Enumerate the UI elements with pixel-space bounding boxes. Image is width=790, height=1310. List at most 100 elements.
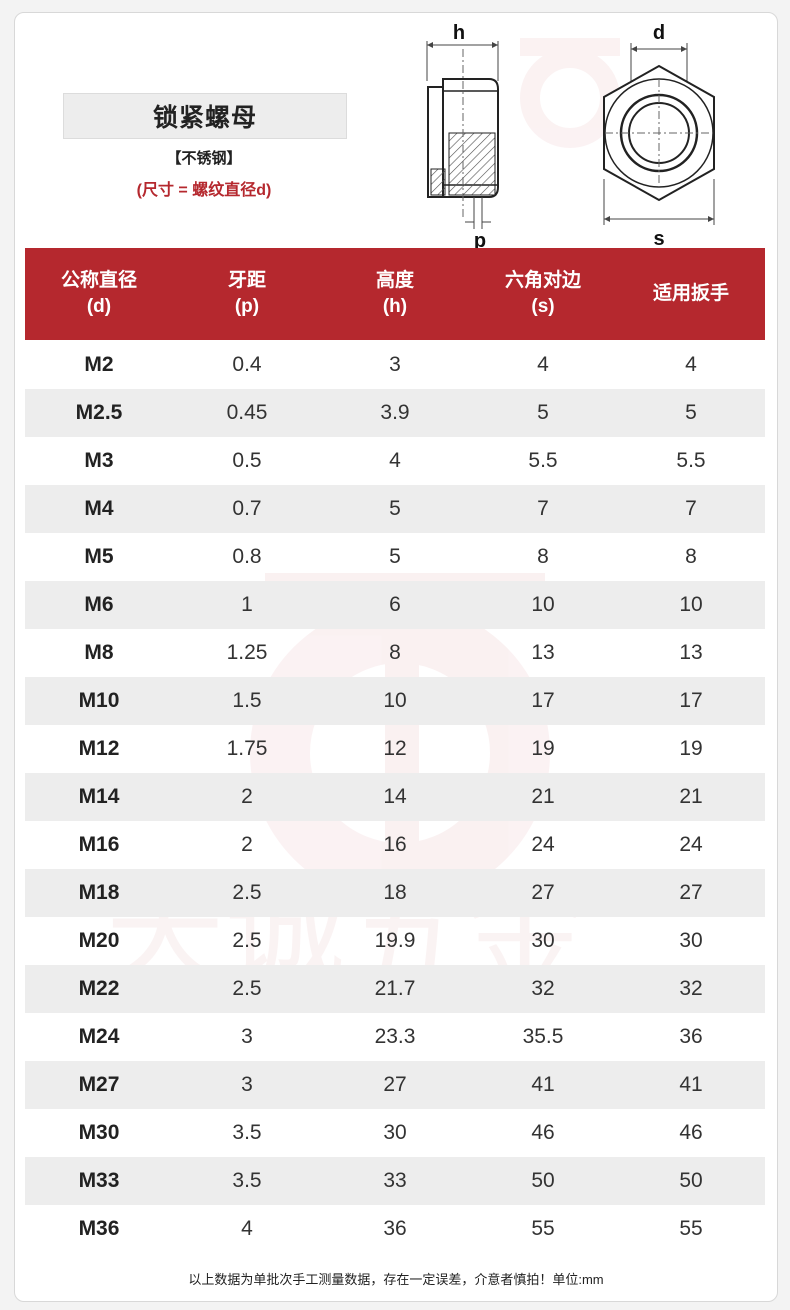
- material-label: 【不锈钢】: [166, 150, 242, 167]
- table-cell: M22: [78, 977, 120, 1000]
- table-cell: M27: [78, 1073, 120, 1096]
- table-cell: 41: [531, 1073, 555, 1096]
- table-cell: 14: [383, 785, 407, 808]
- table-row: M10 1.5 10 17 17: [25, 677, 765, 725]
- label-p: p: [474, 230, 486, 249]
- footer-note: 以上数据为单批次手工测量数据，存在一定误差，介意者慎拍！单位:mm: [188, 1272, 604, 1287]
- table-cell: 41: [679, 1073, 703, 1096]
- table-row: M33 3.5 33 50 50: [25, 1157, 765, 1205]
- table-cell: 4: [389, 449, 401, 472]
- table-cell: 1: [241, 593, 253, 616]
- table-cell: 4: [685, 353, 697, 376]
- table-cell: 16: [383, 833, 407, 856]
- table-header: 公称直径 (d) 牙距 (p) 高度 (h) 六角对边 (s) 适用扳手: [25, 248, 765, 340]
- header-height: 高度 (h): [375, 270, 414, 317]
- table-cell: 19: [679, 737, 703, 760]
- product-title: 锁紧螺母: [63, 93, 347, 139]
- table-cell: M14: [78, 785, 120, 808]
- table-cell: M18: [78, 881, 120, 904]
- table-cell: 13: [679, 641, 703, 664]
- table-cell: M16: [78, 833, 120, 856]
- table-cell: 13: [531, 641, 555, 664]
- table-row: M18 2.5 18 27 27: [25, 869, 765, 917]
- table-cell: 27: [383, 1073, 407, 1096]
- table-cell: 2.5: [232, 977, 262, 1000]
- table-body: M2 0.4 3 4 4 M2.5 0.45 3.9 5 5 M3 0.5 4 5.5 5.5 M4 0.7 5 7…: [25, 341, 765, 1253]
- table-cell: M30: [78, 1121, 120, 1144]
- table-cell: M2.5: [75, 401, 123, 424]
- table-cell: 5.5: [676, 449, 706, 472]
- table-cell: M4: [84, 497, 114, 520]
- table-cell: 36: [383, 1217, 407, 1240]
- table-row: M12 1.75 12 19 19: [25, 725, 765, 773]
- table-cell: 3: [241, 1073, 253, 1096]
- table-row: M16 2 16 24 24: [25, 821, 765, 869]
- table-cell: 50: [679, 1169, 703, 1192]
- spec-card: 天诚五金 锁紧螺母 【不锈钢】 (尺寸 = 螺纹直径d) h p: [14, 12, 778, 1302]
- table-row: M14 2 14 21 21: [25, 773, 765, 821]
- table-row: M30 3.5 30 46 46: [25, 1109, 765, 1157]
- table-cell: 2.5: [232, 881, 262, 904]
- table-cell: 0.8: [232, 545, 262, 568]
- table-cell: M20: [78, 929, 120, 952]
- label-d: d: [653, 22, 665, 44]
- table-cell: 0.4: [232, 353, 262, 376]
- table-cell: 1.75: [226, 737, 268, 760]
- table-cell: 3: [241, 1025, 253, 1048]
- table-cell: 8: [685, 545, 697, 568]
- table-row: M4 0.7 5 7 7: [25, 485, 765, 533]
- table-cell: 8: [389, 641, 401, 664]
- table-cell: M6: [84, 593, 114, 616]
- table-cell: 27: [531, 881, 555, 904]
- table-cell: M33: [78, 1169, 120, 1192]
- table-cell: M10: [78, 689, 120, 712]
- table-cell: M2: [84, 353, 114, 376]
- table-cell: 12: [383, 737, 407, 760]
- table-cell: 3.5: [232, 1121, 262, 1144]
- header-across-flats: 六角对边 (s): [504, 270, 581, 317]
- size-note: (尺寸 = 螺纹直径d): [136, 182, 272, 199]
- table-cell: 2: [241, 833, 253, 856]
- table-cell: 5: [389, 545, 401, 568]
- table-row: M2.5 0.45 3.9 5 5: [25, 389, 765, 437]
- table-cell: 3.5: [232, 1169, 262, 1192]
- label-h: h: [453, 22, 465, 44]
- table-cell: 30: [531, 929, 555, 952]
- table-row: M36 4 36 55 55: [25, 1205, 765, 1253]
- header-pitch: 牙距 (p): [227, 270, 266, 317]
- table-cell: 0.45: [226, 401, 268, 424]
- table-cell: 6: [389, 593, 401, 616]
- table-cell: M36: [78, 1217, 120, 1240]
- table-cell: 5: [389, 497, 401, 520]
- table-cell: 7: [537, 497, 549, 520]
- table-cell: 2: [241, 785, 253, 808]
- table-cell: 21.7: [374, 977, 416, 1000]
- table-cell: 10: [383, 689, 407, 712]
- table-cell: 0.5: [232, 449, 262, 472]
- table-cell: M8: [84, 641, 114, 664]
- table-cell: 46: [531, 1121, 555, 1144]
- table-cell: 4: [537, 353, 549, 376]
- table-cell: 8: [537, 545, 549, 568]
- header-wrench: 适用扳手: [652, 283, 729, 304]
- table-row: M20 2.5 19.9 30 30: [25, 917, 765, 965]
- table-cell: 10: [679, 593, 703, 616]
- label-s: s: [653, 228, 664, 249]
- table-cell: 3: [389, 353, 401, 376]
- table-row: M22 2.5 21.7 32 32: [25, 965, 765, 1013]
- table-cell: 36: [679, 1025, 703, 1048]
- table-cell: M24: [78, 1025, 120, 1048]
- table-cell: M5: [84, 545, 114, 568]
- table-cell: 7: [685, 497, 697, 520]
- table-cell: 30: [679, 929, 703, 952]
- table-cell: 21: [531, 785, 555, 808]
- table-cell: 4: [241, 1217, 253, 1240]
- table-cell: 17: [531, 689, 555, 712]
- table-cell: 5: [685, 401, 697, 424]
- table-cell: 19: [531, 737, 555, 760]
- table-row: M24 3 23.3 35.5 36: [25, 1013, 765, 1061]
- table-cell: 24: [531, 833, 555, 856]
- table-cell: 33: [383, 1169, 407, 1192]
- table-cell: 50: [531, 1169, 555, 1192]
- table-cell: 23.3: [374, 1025, 416, 1048]
